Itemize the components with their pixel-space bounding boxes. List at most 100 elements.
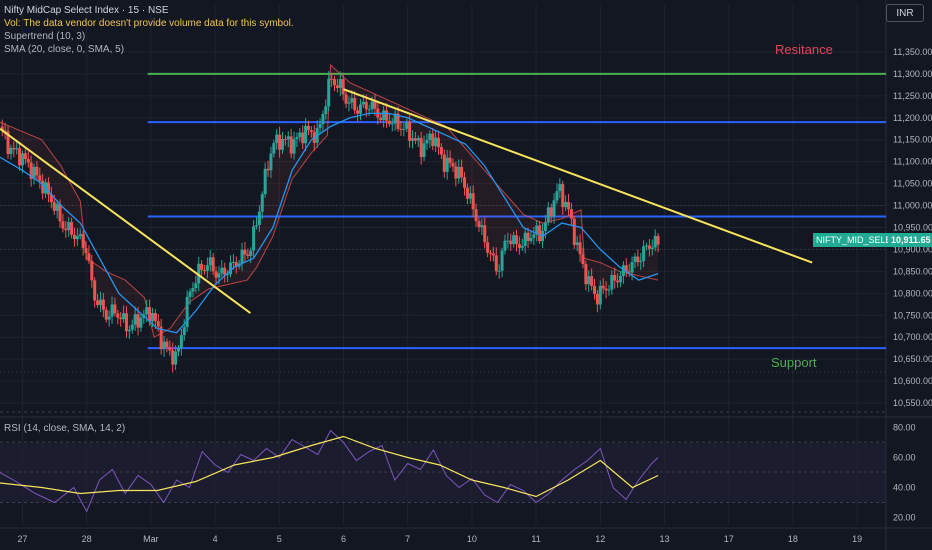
price-tick-label: 10,850.00: [893, 266, 932, 276]
candle-body: [552, 200, 556, 217]
price-tick-label: 11,350.00: [893, 47, 932, 57]
candle-body: [318, 124, 322, 129]
candle-body: [78, 234, 82, 237]
candle-body: [107, 316, 111, 320]
candle-body: [101, 299, 105, 310]
price-tick-label: 10,800.00: [893, 288, 932, 298]
candle-body: [257, 211, 261, 226]
time-tick-label: 6: [341, 534, 346, 544]
rsi-legend[interactable]: RSI (14, close, SMA, 14, 2): [4, 423, 126, 434]
candle-body: [569, 209, 573, 219]
time-tick-label: 17: [724, 534, 734, 544]
candle-body: [67, 222, 71, 231]
candle-body: [110, 304, 114, 317]
price-tick-label: 10,900.00: [893, 244, 932, 254]
candle-body: [332, 79, 336, 86]
candle-body: [451, 162, 455, 167]
time-tick-label: 10: [467, 534, 477, 544]
candle-body: [12, 147, 16, 150]
candle-body: [465, 187, 469, 199]
candle-body: [356, 110, 360, 114]
candle-body: [32, 166, 36, 179]
candle-body: [266, 168, 270, 171]
candle-body: [483, 225, 487, 243]
candle-body: [489, 252, 493, 254]
price-tick-label: 11,150.00: [893, 135, 932, 145]
candle-body: [460, 167, 464, 178]
volume-note: Vol: The data vendor doesn't provide vol…: [4, 18, 294, 29]
rsi-tick-label: 60.00: [893, 453, 916, 463]
candle-body: [234, 261, 238, 267]
candle-body: [370, 101, 374, 110]
candle-body: [301, 132, 305, 144]
candle-body: [104, 309, 108, 320]
candle-body: [480, 225, 484, 228]
candle-body: [113, 304, 117, 314]
candle-body: [419, 138, 423, 158]
candle-body: [494, 255, 498, 272]
candle-body: [439, 147, 443, 155]
candle-body: [647, 245, 651, 249]
candle-body: [442, 154, 446, 172]
candle-body: [656, 235, 660, 245]
candle-body: [52, 202, 56, 211]
candle-body: [20, 153, 24, 166]
candle-body: [64, 228, 68, 231]
rsi-line: [0, 429, 659, 513]
rsi-tick-label: 20.00: [893, 513, 916, 523]
candle-body: [535, 225, 539, 235]
axes-layer: 11,350.00 11,300.00 11,250.00 11,200.00 11,1…: [17, 47, 932, 544]
price-tick-label: 11,100.00: [893, 157, 932, 167]
price-tick-label: 11,300.00: [893, 69, 932, 79]
candle-body: [645, 245, 649, 247]
candle-body: [217, 273, 221, 278]
candle-body: [567, 201, 571, 210]
candle-body: [139, 317, 143, 328]
candle-body: [610, 275, 614, 290]
rsi-ma-line: [0, 435, 659, 498]
last-price-tag: 10,911.65: [888, 233, 932, 247]
rsi-tick-label: 80.00: [893, 423, 916, 433]
sma-legend[interactable]: SMA (20, close, 0, SMA, 5): [4, 44, 125, 55]
candle-body: [182, 327, 186, 336]
candle-body: [275, 134, 279, 144]
candle-body: [3, 130, 7, 132]
candle-body: [136, 314, 140, 328]
time-tick-label: 4: [213, 534, 218, 544]
candle-body: [145, 307, 149, 315]
candle-body: [390, 123, 394, 125]
candle-body: [324, 106, 328, 114]
supertrend-legend[interactable]: Supertrend (10, 3): [4, 31, 86, 42]
currency-button[interactable]: INR: [886, 4, 924, 22]
candle-body: [341, 79, 345, 95]
candle-body: [18, 148, 22, 166]
price-tick-label: 11,000.00: [893, 201, 932, 211]
candle-body: [385, 110, 389, 121]
candle-body: [188, 291, 192, 297]
candle-body: [304, 125, 308, 144]
candle-body: [564, 201, 568, 208]
candle-body: [344, 94, 348, 104]
candle-body: [445, 157, 449, 172]
candle-body: [431, 133, 435, 147]
candle-body: [176, 347, 180, 352]
candle-body: [269, 153, 273, 171]
candle-body: [205, 265, 209, 271]
candle-body: [437, 137, 441, 148]
candle-body: [408, 121, 412, 141]
price-tick-label: 11,200.00: [893, 113, 932, 123]
candle-body: [70, 222, 74, 235]
candle-body: [174, 351, 178, 365]
candle-body: [642, 246, 646, 261]
candle-body: [624, 265, 628, 272]
candle-body: [607, 289, 611, 291]
candle-body: [523, 232, 527, 246]
candle-body: [506, 240, 510, 242]
candle-body: [653, 235, 657, 248]
candle-body: [633, 256, 637, 263]
candle-body: [379, 117, 383, 121]
candle-body: [116, 313, 120, 318]
candle-body: [200, 263, 204, 271]
candle-body: [87, 253, 91, 261]
candle-body: [364, 101, 368, 110]
